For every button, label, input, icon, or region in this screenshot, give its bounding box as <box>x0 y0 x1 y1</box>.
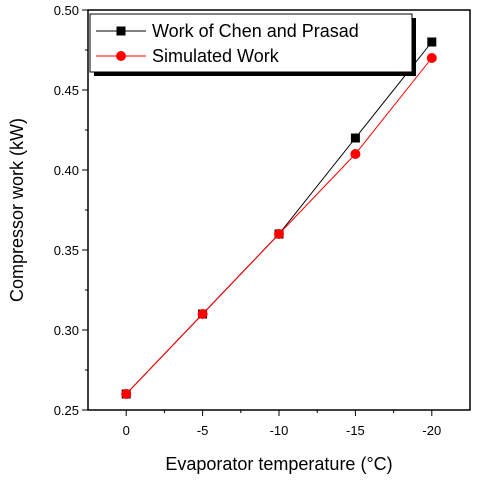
legend-marker-1 <box>116 51 126 61</box>
legend-label: Work of Chen and Prasad <box>152 21 359 41</box>
y-tick-label: 0.30 <box>54 323 79 338</box>
legend-marker-0 <box>116 26 126 36</box>
legend: Work of Chen and Prasad Simulated Work <box>89 13 416 76</box>
ticks-layer: 0 -5 -10 -15 -20 0.25 0.30 0.35 0.40 0.45 0.50 <box>54 3 442 438</box>
y-tick-label: 0.35 <box>54 243 79 258</box>
series-0-point <box>427 37 437 47</box>
series-1-point <box>197 309 208 319</box>
x-tick-label: -20 <box>422 423 441 438</box>
series-1-point <box>426 53 437 63</box>
series-layer <box>121 37 437 399</box>
x-axis-title: Evaporator temperature (°C) <box>165 454 392 474</box>
legend-label: Simulated Work <box>152 46 280 66</box>
legend-items: Work of Chen and Prasad Simulated Work <box>96 21 359 66</box>
x-tick-label: -15 <box>346 423 365 438</box>
series-0-point <box>350 133 360 143</box>
series-1-point <box>274 229 284 239</box>
y-tick-label: 0.40 <box>54 163 79 178</box>
x-tick-label: -5 <box>197 423 209 438</box>
y-tick-label: 0.25 <box>54 403 79 418</box>
legend-box <box>89 13 413 73</box>
y-tick-label: 0.45 <box>54 83 79 98</box>
x-tick-label: 0 <box>123 423 130 438</box>
series-line-1 <box>125 57 433 395</box>
y-tick-label: 0.50 <box>54 3 79 18</box>
plot-frame <box>87 9 471 411</box>
x-tick-label: -10 <box>270 423 289 438</box>
series-1-point <box>121 389 132 399</box>
series-line-0 <box>125 41 433 395</box>
series-1-point <box>350 149 361 159</box>
y-axis-title: Compressor work (kW) <box>7 118 27 302</box>
